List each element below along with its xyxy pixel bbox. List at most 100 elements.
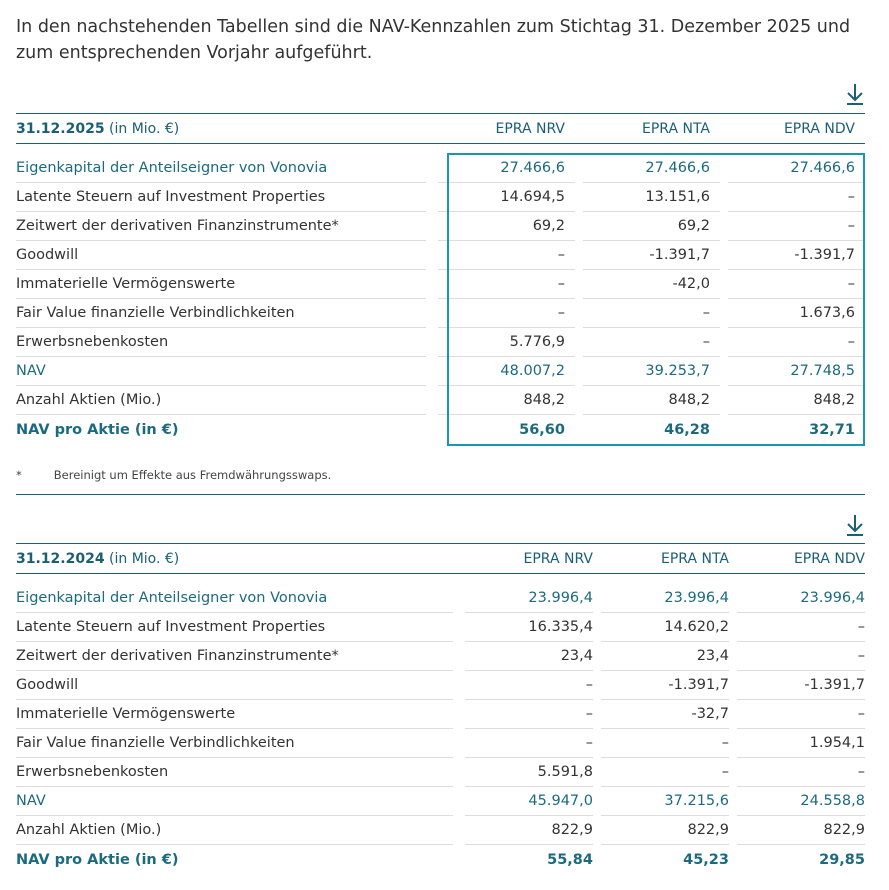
header-date: 31.12.2024	[16, 550, 105, 567]
cell-value: –	[438, 270, 575, 299]
cell-value: 23,4	[601, 642, 729, 671]
row-label: Fair Value finanzielle Verbindlichkeiten	[16, 729, 453, 758]
row-label: Latente Steuern auf Investment Propertie…	[16, 183, 426, 212]
row-label: Latente Steuern auf Investment Propertie…	[16, 613, 453, 642]
cell-value: –	[728, 212, 865, 241]
header-unit: (in Mio. €)	[109, 550, 180, 567]
table-row: Fair Value finanzielle Verbindlichkeiten…	[16, 299, 865, 328]
cell-value: 32,71	[809, 421, 855, 438]
intro-text: In den nachstehenden Tabellen sind die N…	[16, 17, 851, 63]
cell-value: 37.215,6	[601, 787, 729, 816]
table-row: Goodwill – -1.391,7 -1.391,7	[16, 671, 865, 700]
table-row: Latente Steuern auf Investment Propertie…	[16, 613, 865, 642]
row-label: Zeitwert der derivativen Finanzinstrumen…	[16, 212, 426, 241]
cell-value: 45.947,0	[465, 787, 593, 816]
cell-value: 27.748,5	[728, 357, 865, 386]
row-label: Eigenkapital der Anteilseigner von Vonov…	[16, 154, 426, 183]
row-label: Goodwill	[16, 671, 453, 700]
table-row: Latente Steuern auf Investment Propertie…	[16, 183, 865, 212]
cell-value: –	[465, 671, 593, 700]
cell-value: 56,60	[519, 421, 565, 438]
row-label: Erwerbsnebenkosten	[16, 758, 453, 787]
table-row: NAV 45.947,0 37.215,6 24.558,8	[16, 787, 865, 816]
footnote-text: Bereinigt um Effekte aus Fremdwährungssw…	[53, 468, 332, 482]
row-label: Immaterielle Vermögenswerte	[16, 270, 426, 299]
table-row: Zeitwert der derivativen Finanzinstrumen…	[16, 212, 865, 241]
cell-value: –	[583, 328, 720, 357]
table-row: NAV pro Aktie (in €) 56,60 46,28 32,71	[16, 415, 865, 444]
cell-value: 822,9	[737, 816, 865, 845]
cell-value: –	[728, 328, 865, 357]
cell-value: –	[728, 270, 865, 299]
table-row: Immaterielle Vermögenswerte – -42,0–	[16, 270, 865, 299]
cell-value: 27.466,6	[728, 154, 865, 183]
cell-value: 23.996,4	[465, 584, 593, 613]
cell-value: 23.996,4	[601, 584, 729, 613]
column-header: EPRA NDV	[793, 550, 865, 567]
cell-value: –	[465, 729, 593, 758]
header-date: 31.12.2025	[16, 120, 105, 137]
nav-table-2024: 31.12.2024 (in Mio. €) EPRA NRV EPRA NTA EP…	[16, 543, 865, 874]
download-icon[interactable]	[845, 82, 865, 106]
cell-value: 23.996,4	[737, 584, 865, 613]
cell-value: 24.558,8	[737, 787, 865, 816]
column-header: EPRA NRV	[523, 550, 594, 567]
cell-value: 48.007,2	[438, 357, 575, 386]
table-row: Erwerbsnebenkosten 5.591,8– –	[16, 758, 865, 787]
cell-value: 39.253,7	[583, 357, 720, 386]
cell-value: –	[737, 700, 865, 729]
cell-value: –	[728, 183, 865, 212]
cell-value: 55,84	[547, 851, 593, 868]
table-row: Eigenkapital der Anteilseigner von Vonov…	[16, 584, 865, 613]
cell-value: -1.391,7	[737, 671, 865, 700]
cell-value: -1.391,7	[583, 241, 720, 270]
cell-value: -32,7	[601, 700, 729, 729]
row-label: Immaterielle Vermögenswerte	[16, 700, 453, 729]
nav-table-2025: 31.12.2025 (in Mio. €) EPRA NRV EPRA NTA EP…	[16, 113, 865, 444]
table-row: NAV pro Aktie (in €) 55,84 45,23 29,85	[16, 845, 865, 874]
cell-value: 46,28	[664, 421, 710, 438]
cell-value: 69,2	[583, 212, 720, 241]
footnote-mark: *	[16, 468, 22, 482]
cell-value: –	[737, 642, 865, 671]
table-row: Immaterielle Vermögenswerte – -32,7–	[16, 700, 865, 729]
download-icon[interactable]	[845, 513, 865, 537]
cell-value: –	[438, 299, 575, 328]
table-row: Anzahl Aktien (Mio.) 848,2 848,2 848,2	[16, 386, 865, 415]
table-row: Goodwill – -1.391,7 -1.391,7	[16, 241, 865, 270]
cell-value: 848,2	[728, 386, 865, 415]
column-header: EPRA NTA	[661, 550, 729, 567]
row-label: NAV pro Aktie (in €)	[16, 421, 179, 438]
cell-value: 822,9	[465, 816, 593, 845]
cell-value: 14.620,2	[601, 613, 729, 642]
cell-value: 16.335,4	[465, 613, 593, 642]
cell-value: –	[583, 299, 720, 328]
table-row: NAV 48.007,2 39.253,7 27.748,5	[16, 357, 865, 386]
table-row: Anzahl Aktien (Mio.) 822,9 822,9 822,9	[16, 816, 865, 845]
cell-value: -1.391,7	[601, 671, 729, 700]
cell-value: –	[465, 700, 593, 729]
row-label: Fair Value finanzielle Verbindlichkeiten	[16, 299, 426, 328]
cell-value: –	[438, 241, 575, 270]
cell-value: 822,9	[601, 816, 729, 845]
cell-value: 69,2	[438, 212, 575, 241]
header-unit: (in Mio. €)	[109, 120, 180, 137]
cell-value: 13.151,6	[583, 183, 720, 212]
table-row: Erwerbsnebenkosten 5.776,9– –	[16, 328, 865, 357]
cell-value: 5.591,8	[465, 758, 593, 787]
cell-value: –	[737, 613, 865, 642]
cell-value: 1.673,6	[728, 299, 865, 328]
row-label: NAV	[16, 357, 426, 386]
row-label: Anzahl Aktien (Mio.)	[16, 816, 453, 845]
cell-value: 848,2	[438, 386, 575, 415]
row-label: Goodwill	[16, 241, 426, 270]
table-header: 31.12.2025 (in Mio. €) EPRA NRV EPRA NTA EP…	[16, 113, 865, 144]
cell-value: 5.776,9	[438, 328, 575, 357]
cell-value: -42,0	[583, 270, 720, 299]
cell-value: –	[601, 729, 729, 758]
cell-value: 45,23	[683, 851, 729, 868]
cell-value: 29,85	[819, 851, 865, 868]
header-label: 31.12.2024 (in Mio. €)	[16, 551, 457, 567]
row-label: NAV	[16, 787, 453, 816]
cell-value: 23,4	[465, 642, 593, 671]
